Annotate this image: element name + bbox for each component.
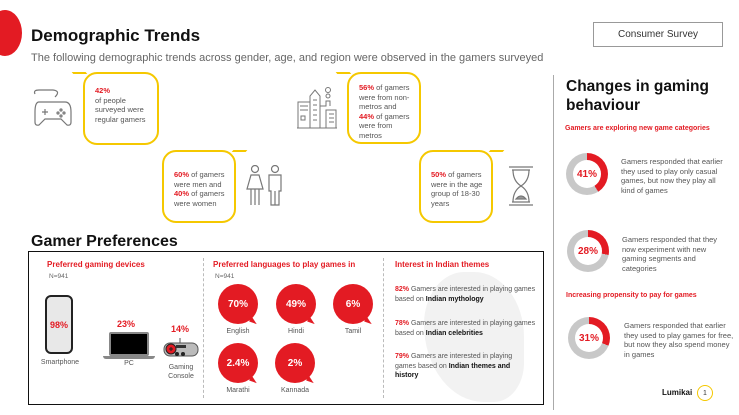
lumikai-logo: Lumikai: [662, 388, 693, 397]
donut-text: Gamers responded that they now experimen…: [622, 235, 718, 273]
donut-31: 31%: [568, 317, 610, 359]
changes-sub2: Increasing propensity to pay for games: [566, 292, 697, 299]
languages-n: N=941: [215, 273, 235, 280]
city-buildings-icon: [297, 87, 337, 129]
gamer-preferences-title: Gamer Preferences: [31, 233, 178, 250]
men-pct: 60%: [174, 170, 190, 179]
pc-value: 23%: [117, 319, 136, 329]
laptop-icon: [109, 332, 149, 356]
gamepad-icon: [33, 89, 72, 126]
tamil-label: Tamil: [344, 328, 362, 335]
theme-bold: Indian celebrities: [425, 329, 483, 337]
theme-text: Gamers are interested in playing games b…: [395, 353, 513, 370]
donut-41: 41%: [566, 153, 608, 195]
console-label: Gaming Console: [168, 364, 194, 380]
theme-pct: 82%: [395, 286, 410, 293]
marathi-label: Marathi: [226, 387, 250, 394]
hindi-label: Hindi: [288, 328, 304, 335]
themes-heading: Interest in Indian themes: [395, 260, 490, 269]
console-value: 14%: [171, 324, 190, 334]
donut-text: Gamers responded that earlier they used …: [624, 321, 734, 359]
section-divider: [203, 258, 204, 398]
english-bubble: 70%: [218, 284, 258, 324]
donut-value: 28%: [574, 237, 602, 265]
speech-bubble-gender: 60% of gamers were men and 40% of gamers…: [162, 150, 248, 223]
consumer-survey-badge: Consumer Survey: [593, 22, 723, 47]
age-pct: 50%: [431, 170, 447, 179]
gaming-console-icon: [163, 338, 199, 357]
speech-bubble-gamers: 42% of people surveyed were regular gamer…: [71, 72, 159, 145]
page-subtitle: The following demographic trends across …: [31, 52, 544, 64]
vertical-divider: [553, 75, 554, 410]
region-text2: of gamers were from metros: [359, 111, 410, 140]
hindi-bubble: 49%: [276, 284, 316, 324]
theme-text: Gamers are interested in playing games b…: [395, 286, 536, 303]
theme-bold: Indian mythology: [425, 295, 484, 303]
speech-bubble-region: 56% of gamers were from non-metros and 4…: [335, 72, 421, 144]
gamer-preferences-panel: Preferred gaming devices N=941 98% Smart…: [28, 251, 544, 405]
english-label: English: [226, 328, 250, 335]
page-title: Demographic Trends: [31, 26, 201, 45]
theme-item: 78% Gamers are interested in playing gam…: [395, 319, 540, 338]
region-text1: of gamers were from non-metros and: [359, 83, 410, 111]
changes-title: Changes in gaming behaviour: [566, 78, 709, 114]
gamers-text: of people surveyed were regular gamers: [95, 95, 146, 124]
kannada-label: Kannada: [280, 387, 310, 394]
smartphone-icon: 98%: [45, 295, 73, 354]
gamers-pct: 42%: [95, 86, 111, 95]
theme-item: 82% Gamers are interested in playing gam…: [395, 285, 540, 304]
red-decor-circle: [0, 10, 22, 56]
age-text: of gamers were in the age group of 18-30…: [431, 170, 483, 208]
theme-pct: 79%: [395, 353, 410, 360]
theme-bold: Indian themes and history: [395, 362, 511, 380]
kannada-bubble: 2%: [275, 343, 315, 383]
theme-item: 79% Gamers are interested in playing gam…: [395, 352, 525, 381]
devices-heading: Preferred gaming devices: [47, 260, 145, 269]
page-number-badge: 1: [697, 385, 713, 401]
smartphone-label: Smartphone: [40, 359, 80, 366]
pc-label: PC: [124, 360, 134, 367]
women-pct: 40%: [174, 189, 190, 198]
theme-pct: 78%: [395, 320, 410, 327]
badge-label: Consumer Survey: [617, 29, 699, 40]
devices-n: N=941: [49, 273, 69, 280]
nonmetro-pct: 56%: [359, 83, 375, 92]
changes-sub1: Gamers are exploring new game categories: [565, 125, 710, 132]
smartphone-value: 98%: [49, 319, 68, 330]
donut-value: 31%: [575, 324, 603, 352]
theme-text: Gamers are interested in playing games b…: [395, 320, 536, 337]
donut-text: Gamers responded that earlier they used …: [621, 157, 723, 195]
people-icon: [246, 165, 282, 206]
gender-text2: of gamers were women: [174, 189, 225, 208]
tamil-bubble: 6%: [333, 284, 373, 324]
hourglass-icon: [509, 166, 533, 206]
metro-pct: 44%: [359, 111, 375, 121]
donut-value: 41%: [573, 160, 601, 188]
section-divider: [383, 258, 384, 398]
languages-heading: Preferred languages to play games in: [213, 260, 356, 269]
laptop-base: [103, 356, 155, 359]
donut-28: 28%: [567, 230, 609, 272]
marathi-bubble: 2.4%: [218, 343, 258, 383]
speech-bubble-age: 50% of gamers were in the age group of 1…: [419, 150, 505, 223]
gender-text1: of gamers were men and: [174, 170, 225, 189]
page-number: 1: [703, 389, 707, 397]
